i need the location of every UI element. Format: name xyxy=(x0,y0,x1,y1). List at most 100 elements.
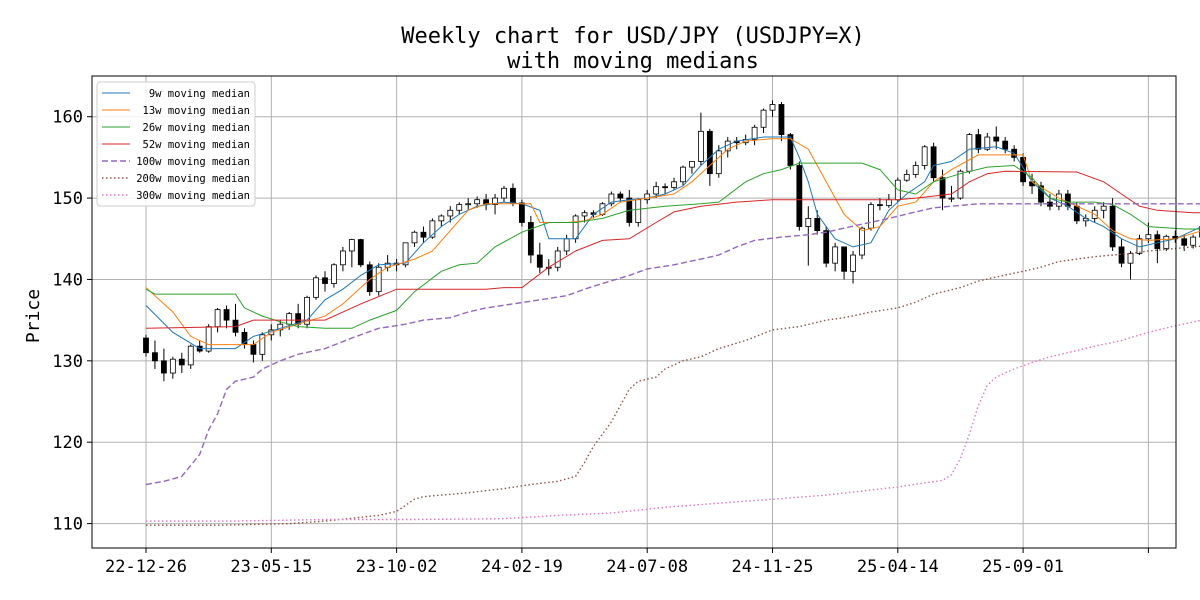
candle xyxy=(1190,234,1197,249)
candle xyxy=(796,161,803,231)
candle xyxy=(912,161,919,178)
candle-body xyxy=(259,334,266,355)
legend-entry: 100w moving median xyxy=(136,156,250,168)
candle-body xyxy=(492,197,498,205)
x-tick-label: 23-05-15 xyxy=(230,557,312,577)
candle xyxy=(339,246,346,272)
legend-box xyxy=(96,81,256,207)
candle xyxy=(635,198,642,227)
candle-body xyxy=(438,215,445,222)
candle-body xyxy=(912,165,919,175)
candle xyxy=(903,169,910,182)
candle-body xyxy=(644,193,651,201)
candle xyxy=(966,132,973,174)
candle-body xyxy=(608,193,615,205)
candle-body xyxy=(402,242,409,266)
candle xyxy=(1100,202,1107,219)
legend-entry: 26w moving median xyxy=(143,122,250,134)
candle xyxy=(626,189,633,227)
chart-title: Weekly chart for USD/JPY (USDJPY=X) xyxy=(401,24,865,49)
candle-body xyxy=(769,104,776,111)
candle-body xyxy=(930,146,937,179)
y-tick-label: 160 xyxy=(52,108,83,128)
candle-body xyxy=(187,345,194,366)
candle-body xyxy=(447,209,454,217)
candle xyxy=(304,295,311,329)
candle-body xyxy=(1109,205,1116,248)
x-tick-label: 25-09-01 xyxy=(982,557,1064,577)
candle xyxy=(617,191,624,203)
candle xyxy=(698,112,704,166)
candle xyxy=(214,307,221,333)
candle-body xyxy=(778,104,785,135)
candle xyxy=(465,198,472,211)
candle xyxy=(536,242,543,273)
candle xyxy=(331,263,337,288)
candle xyxy=(930,142,937,182)
candle-body xyxy=(572,215,579,240)
legend-entry: 9w moving median xyxy=(149,88,250,100)
series-line xyxy=(145,203,1200,486)
candle xyxy=(169,356,176,379)
candle xyxy=(420,226,427,243)
candle-body xyxy=(375,266,382,293)
candle xyxy=(644,189,651,204)
candle-body xyxy=(1100,205,1107,211)
candle-body xyxy=(429,220,436,238)
candle-body xyxy=(465,203,472,206)
candle xyxy=(196,340,203,353)
candle-body xyxy=(214,309,221,328)
x-tick-label: 25-04-14 xyxy=(857,557,939,577)
candle xyxy=(178,352,185,374)
candle-body xyxy=(671,181,677,188)
candle-body xyxy=(1002,140,1009,150)
candle xyxy=(769,100,776,117)
candle-body xyxy=(903,174,910,181)
candle xyxy=(921,145,928,170)
candle xyxy=(554,246,561,272)
candle-body xyxy=(563,238,570,252)
candle xyxy=(1109,198,1116,251)
candle-body xyxy=(169,358,176,374)
legend-entry: 13w moving median xyxy=(143,105,250,117)
candle-body xyxy=(1154,234,1161,249)
candle xyxy=(456,202,463,215)
candle xyxy=(850,250,856,284)
candle xyxy=(232,303,239,337)
candle xyxy=(957,169,964,200)
candle xyxy=(1038,181,1044,207)
y-tick-label: 110 xyxy=(52,515,83,535)
candle xyxy=(241,328,248,349)
candle-body xyxy=(322,277,328,284)
candle-body xyxy=(823,230,830,264)
candle-body xyxy=(1145,234,1152,240)
plot-frame xyxy=(91,75,1177,549)
x-tick-label: 23-10-02 xyxy=(356,557,438,577)
candle xyxy=(1172,230,1179,243)
candle xyxy=(1127,250,1134,280)
candle-body xyxy=(223,309,230,321)
candle-body xyxy=(921,146,928,166)
candle xyxy=(429,218,436,239)
y-tick-label: 150 xyxy=(52,189,83,209)
series-line xyxy=(145,136,1200,350)
candle-body xyxy=(1190,236,1197,246)
candle-body xyxy=(143,337,149,354)
candle-body xyxy=(456,204,463,211)
candle-body xyxy=(939,177,946,199)
series-line xyxy=(145,170,1200,329)
candle-body xyxy=(581,212,588,217)
candle xyxy=(447,206,454,223)
candle xyxy=(823,226,830,268)
candle-body xyxy=(805,218,812,227)
candle xyxy=(680,165,686,186)
candle-body xyxy=(957,170,964,199)
legend: 9w moving median 13w moving median 26w mov… xyxy=(96,81,256,207)
candle xyxy=(501,185,507,203)
candle-body xyxy=(948,197,955,200)
candle-body xyxy=(1181,238,1188,246)
y-tick-label: 130 xyxy=(52,352,83,372)
candle-body xyxy=(975,134,982,150)
x-tick-label: 24-02-19 xyxy=(481,557,563,577)
candle xyxy=(527,215,534,264)
